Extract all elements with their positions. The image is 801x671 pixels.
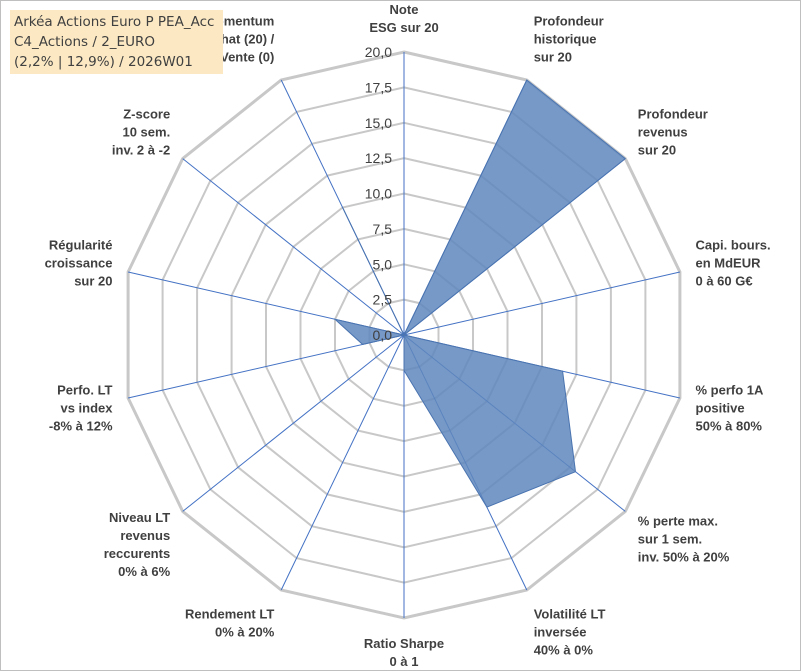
- axis-label-line: ESG sur 20: [369, 20, 438, 35]
- radial-tick-labels: 0,0 2,5 5,0 7,5 10,0 12,5 15,0 17,5 20,0: [365, 44, 392, 343]
- axis-label-line: reccurents: [104, 546, 170, 561]
- tick-label-0: 0,0: [373, 327, 393, 343]
- axis-label-8: Rendement LT 0% à 20%: [185, 606, 275, 639]
- axis-label-line: historique: [534, 32, 597, 47]
- spoke-10: [127, 334, 405, 399]
- axis-label-line: Volatilité LT: [534, 606, 606, 621]
- axis-label-line: Rendement LT: [185, 606, 274, 621]
- spoke-3: [403, 271, 681, 336]
- axis-label-line: 0 à 60 G€: [696, 274, 753, 289]
- axis-label-12: Z-score 10 sem. inv. 2 à -2: [112, 107, 170, 158]
- axis-label-line: en MdEUR: [696, 256, 762, 271]
- title-line-stats: (2,2% | 12,9%) / 2026W01: [14, 54, 193, 70]
- title-line-fund: Arkéa Actions Euro P PEA_Acc: [14, 14, 215, 30]
- axis-label-line: Capi. bours.: [696, 238, 771, 253]
- axis-label-line: % perte max.: [638, 513, 718, 528]
- axis-label-line: Ratio Sharpe: [364, 636, 444, 651]
- axis-label-3: Capi. bours. en MdEUR 0 à 60 G€: [696, 238, 771, 289]
- series-area: [333, 79, 627, 508]
- axis-label-line: 0 à 1: [390, 654, 419, 669]
- axis-label-line: -8% à 12%: [49, 419, 113, 434]
- axis-label-line: sur 20: [534, 50, 572, 65]
- tick-label-2: 5,0: [373, 256, 393, 272]
- axis-label-line: sur 20: [638, 143, 676, 158]
- tick-label-3: 7,5: [373, 221, 393, 237]
- axis-label-line: Vente (0): [220, 50, 274, 65]
- axis-label-line: Régularité: [49, 238, 113, 253]
- axis-label-line: Note: [390, 2, 419, 17]
- axis-label-line: Perfo. LT: [57, 383, 112, 398]
- axis-label-line: croissance: [45, 256, 113, 271]
- axis-label-0: Note ESG sur 20: [369, 2, 438, 35]
- title-line-category: C4_Actions / 2_EURO: [14, 34, 155, 50]
- axis-label-9: Niveau LT revenus reccurents 0% à 6%: [104, 510, 171, 579]
- axis-label-line: inv. 2 à -2: [112, 143, 170, 158]
- axis-label-line: 40% à 0%: [534, 642, 594, 657]
- axis-label-line: Profondeur: [638, 107, 708, 122]
- axis-label-line: 0% à 20%: [215, 624, 275, 639]
- axis-label-line: revenus: [638, 125, 688, 140]
- axis-label-line: Niveau LT: [109, 510, 170, 525]
- axis-label-2: Profondeur revenus sur 20: [638, 107, 708, 158]
- axis-label-line: sur 1 sem.: [638, 531, 702, 546]
- axis-label-line: Profondeur: [534, 14, 604, 29]
- axis-label-10: Perfo. LT vs index -8% à 12%: [49, 383, 113, 434]
- axis-label-line: positive: [696, 401, 745, 416]
- chart-title: Arkéa Actions Euro P PEA_Acc C4_Actions …: [10, 10, 223, 74]
- axis-label-line: 10 sem.: [122, 125, 170, 140]
- axis-label-4: % perfo 1A positive 50% à 80%: [696, 383, 765, 434]
- axis-label-6: Volatilité LT inversée 40% à 0%: [534, 606, 606, 657]
- spoke-12: [182, 158, 405, 336]
- axis-label-1: Profondeur historique sur 20: [534, 14, 604, 65]
- radar-series: [333, 79, 627, 508]
- tick-label-8: 20,0: [365, 44, 392, 60]
- tick-label-1: 2,5: [373, 292, 393, 308]
- axis-label-line: 50% à 80%: [696, 419, 763, 434]
- axis-label-line: sur 20: [74, 274, 112, 289]
- axis-label-7: Ratio Sharpe 0 à 1: [364, 636, 444, 669]
- axis-label-line: 0% à 6%: [118, 564, 170, 579]
- axis-label-line: % perfo 1A: [696, 383, 765, 398]
- axis-label-5: % perte max. sur 1 sem. inv. 50% à 20%: [638, 513, 730, 564]
- spoke-8: [280, 334, 405, 591]
- tick-label-7: 17,5: [365, 79, 392, 95]
- axis-label-11: Régularité croissance sur 20: [45, 238, 113, 289]
- axis-label-line: inv. 50% à 20%: [638, 549, 730, 564]
- axis-label-line: Z-score: [123, 107, 170, 122]
- axis-label-line: vs index: [60, 401, 113, 416]
- tick-label-4: 10,0: [365, 186, 392, 202]
- tick-label-6: 15,0: [365, 115, 392, 131]
- axis-label-line: inversée: [534, 624, 587, 639]
- tick-label-5: 12,5: [365, 150, 392, 166]
- spoke-9: [182, 334, 405, 512]
- axis-label-line: revenus: [120, 528, 170, 543]
